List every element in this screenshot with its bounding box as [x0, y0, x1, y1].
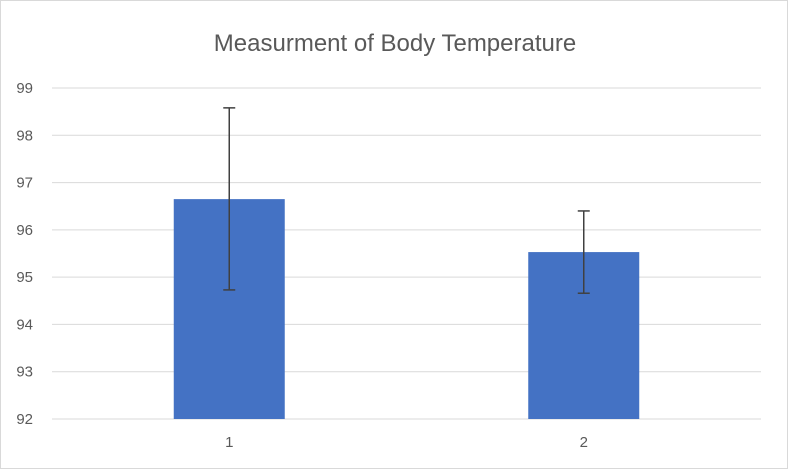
y-tick-label: 99 — [16, 80, 33, 97]
y-tick-label: 95 — [16, 269, 33, 286]
x-tick-label: 2 — [580, 434, 588, 451]
chart-title: Measurment of Body Temperature — [214, 30, 576, 57]
y-tick-label: 94 — [16, 316, 33, 333]
y-tick-label: 98 — [16, 127, 33, 144]
y-tick-label: 92 — [16, 411, 33, 428]
error-bar-1 — [223, 107, 236, 291]
error-bar-2 — [577, 210, 590, 294]
y-tick-label: 96 — [16, 222, 33, 239]
x-tick-label: 1 — [225, 434, 233, 451]
y-axis-ticks: 92 93 94 95 96 97 98 99 — [16, 80, 33, 428]
gridlines — [52, 87, 761, 420]
error-bars — [223, 107, 590, 294]
bars — [173, 199, 640, 419]
y-tick-label: 97 — [16, 175, 33, 192]
y-tick-label: 93 — [16, 364, 33, 381]
